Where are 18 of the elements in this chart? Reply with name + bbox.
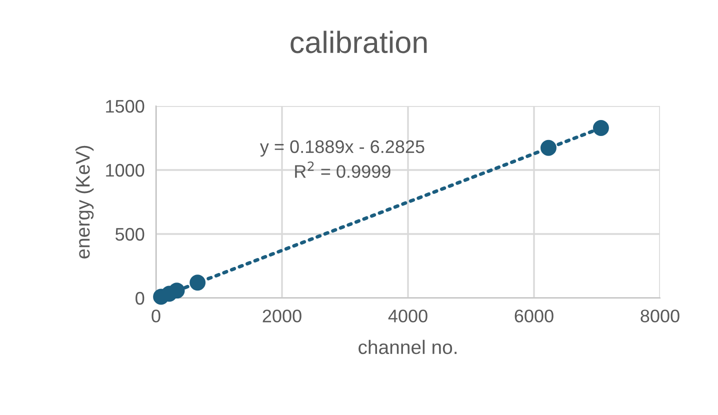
y-tick-label: 500 — [115, 228, 144, 241]
x-tick-label: 6000 — [514, 310, 554, 322]
chart-title: calibration — [290, 30, 427, 54]
y-tick-label: 1000 — [106, 164, 144, 177]
x-tick-label: 0 — [152, 310, 160, 322]
point — [540, 140, 556, 156]
x-tick-label: 8000 — [640, 310, 680, 322]
x-tick-label: 4000 — [388, 310, 428, 322]
y-axis-title: energy (KeV) — [75, 146, 94, 258]
y-tick-label: 0 — [136, 292, 144, 305]
point — [190, 274, 206, 291]
y-tick-label: 1500 — [106, 100, 144, 113]
x-tick-label: 2000 — [262, 310, 302, 322]
point — [168, 282, 185, 299]
annotation: R$^{2}$ = 0.9999 — [295, 161, 390, 178]
x-axis-title: channel no. — [358, 340, 456, 354]
annotation: y = 0.1889x - 6.2825 — [260, 140, 424, 157]
point — [592, 120, 609, 136]
